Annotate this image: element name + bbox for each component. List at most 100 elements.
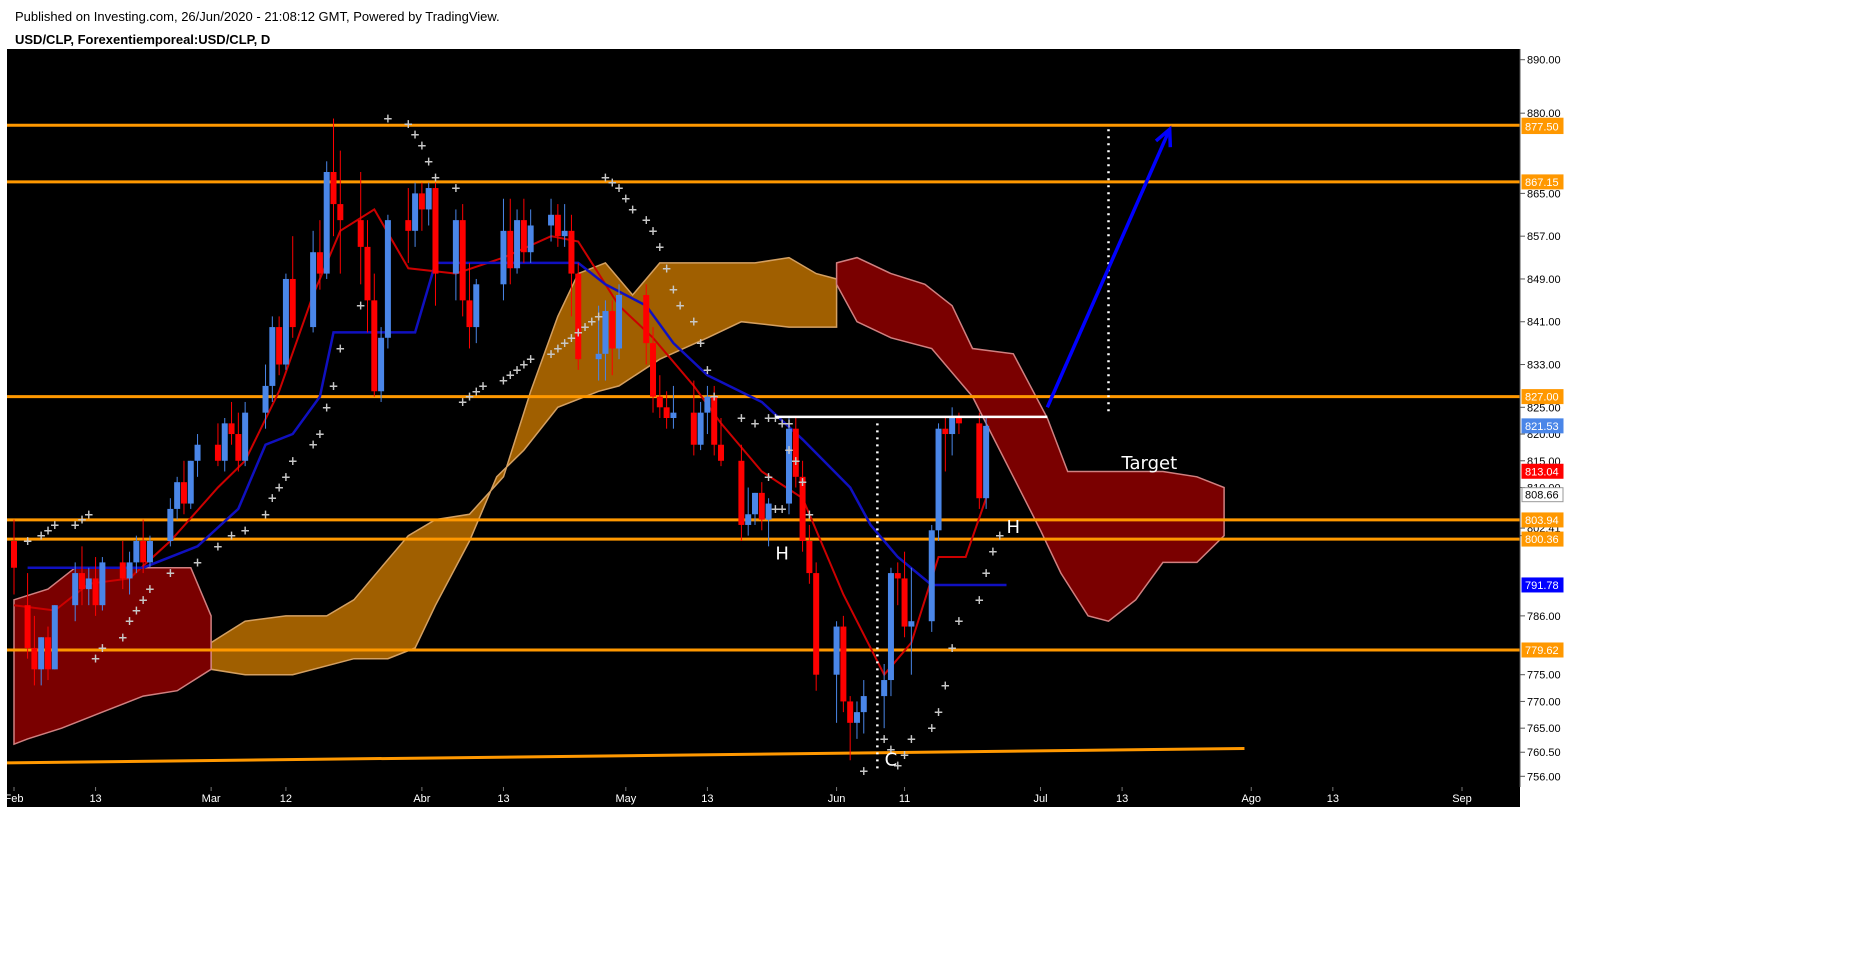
price-badge	[1521, 577, 1564, 593]
sar-dot: +	[553, 341, 563, 355]
price-badge	[1521, 642, 1564, 658]
y-tick-label: 825.00	[1527, 402, 1561, 414]
sar-dot: +	[628, 202, 638, 216]
candle-body	[704, 396, 711, 413]
candle-body	[792, 428, 799, 477]
candle-body	[908, 621, 915, 627]
sar-dot: +	[974, 593, 984, 607]
y-tick-label: 756.00	[1527, 771, 1561, 783]
sar-dot: +	[621, 192, 631, 206]
sar-dot: +	[383, 112, 393, 126]
candle-body	[697, 412, 704, 445]
candle-body	[656, 396, 663, 408]
kumo-bull-cloud	[210, 256, 838, 676]
candle-body	[806, 541, 813, 574]
candle-body	[38, 637, 45, 670]
candle-body	[881, 680, 888, 697]
candle-body	[568, 230, 575, 274]
price-badge-label: 803.94	[1525, 515, 1559, 527]
candle-body	[126, 562, 133, 579]
candle-body	[85, 578, 92, 590]
candle-body	[548, 214, 555, 226]
y-tick-label: 890.00	[1527, 55, 1561, 67]
sar-dot: +	[165, 566, 175, 580]
candle-body	[44, 637, 51, 670]
candle-body	[412, 193, 419, 231]
candle-body	[371, 300, 378, 392]
price-badge	[1521, 463, 1564, 479]
projection-arrowhead	[1154, 125, 1173, 148]
sar-dot: +	[77, 513, 87, 527]
price-badge	[1521, 487, 1564, 503]
sar-dot: +	[498, 374, 508, 388]
y-tick-label: 775.00	[1527, 670, 1561, 682]
candle-body	[643, 295, 650, 344]
x-tick-label: 13	[89, 793, 101, 805]
sar-dot: +	[328, 379, 338, 393]
candle-body	[527, 225, 534, 253]
y-tick-label: 849.00	[1527, 274, 1561, 286]
price-badge	[1521, 389, 1564, 405]
candle-body	[262, 385, 269, 413]
sar-dot: +	[594, 309, 604, 323]
candle-body	[228, 423, 235, 435]
sar-dot: +	[451, 181, 461, 195]
y-tick-label: 770.00	[1527, 696, 1561, 708]
x-tick-label: 13	[701, 793, 713, 805]
candle-body	[575, 273, 582, 360]
candle-body	[282, 278, 289, 365]
sar-dot: +	[655, 240, 665, 254]
sar-dot: +	[478, 379, 488, 393]
sar-dot: +	[954, 614, 964, 628]
candle-body	[432, 188, 439, 274]
x-tick-label: 12	[280, 793, 292, 805]
sar-dot: +	[281, 470, 291, 484]
x-tick-label: Jul	[1033, 793, 1047, 805]
sar-dot: +	[546, 347, 556, 361]
x-tick-label: 13	[1327, 793, 1339, 805]
y-tick-label: 833.00	[1527, 360, 1561, 372]
sar-dot: +	[458, 395, 468, 409]
y-tick-label: 841.00	[1527, 317, 1561, 329]
sar-dot: +	[97, 641, 107, 655]
sar-dot: +	[641, 213, 651, 227]
price-badge	[1521, 531, 1564, 547]
candle-body	[459, 220, 466, 301]
candle-body	[221, 423, 228, 461]
sar-dot: +	[43, 523, 53, 537]
candle-body	[663, 407, 670, 418]
candle-body	[384, 220, 391, 338]
candle-body	[554, 214, 561, 237]
sar-dot: +	[709, 390, 719, 404]
sar-dot: +	[886, 743, 896, 757]
candle-body	[650, 343, 657, 397]
candle-body	[595, 353, 602, 360]
sar-dot: +	[315, 427, 325, 441]
candle-body	[860, 696, 867, 713]
x-tick-label: 13	[1116, 793, 1128, 805]
sar-dot: +	[573, 325, 583, 339]
candle-body	[51, 605, 58, 670]
x-tick-label: Mar	[202, 793, 221, 805]
sar-dot: +	[566, 331, 576, 345]
sar-dot: +	[560, 336, 570, 350]
sar-dot: +	[777, 502, 787, 516]
candle-body	[405, 220, 412, 231]
x-tick-label: Abr	[413, 793, 430, 805]
sar-dot: +	[519, 358, 529, 372]
tenkan-sen-line	[13, 208, 988, 677]
sar-dot: +	[764, 470, 774, 484]
sar-dot: +	[614, 181, 624, 195]
sar-dot: +	[240, 523, 250, 537]
price-badge-label: 867.15	[1525, 177, 1559, 189]
candle-body	[473, 284, 480, 328]
annotation-label: H	[775, 544, 789, 565]
sar-dot: +	[995, 529, 1005, 543]
price-badge-label: 877.50	[1525, 122, 1559, 134]
price-badge-label: 800.36	[1525, 534, 1559, 546]
candle-body	[140, 541, 147, 563]
candle-body	[235, 434, 242, 461]
sar-dot: +	[322, 400, 332, 414]
candle-body	[323, 172, 330, 274]
